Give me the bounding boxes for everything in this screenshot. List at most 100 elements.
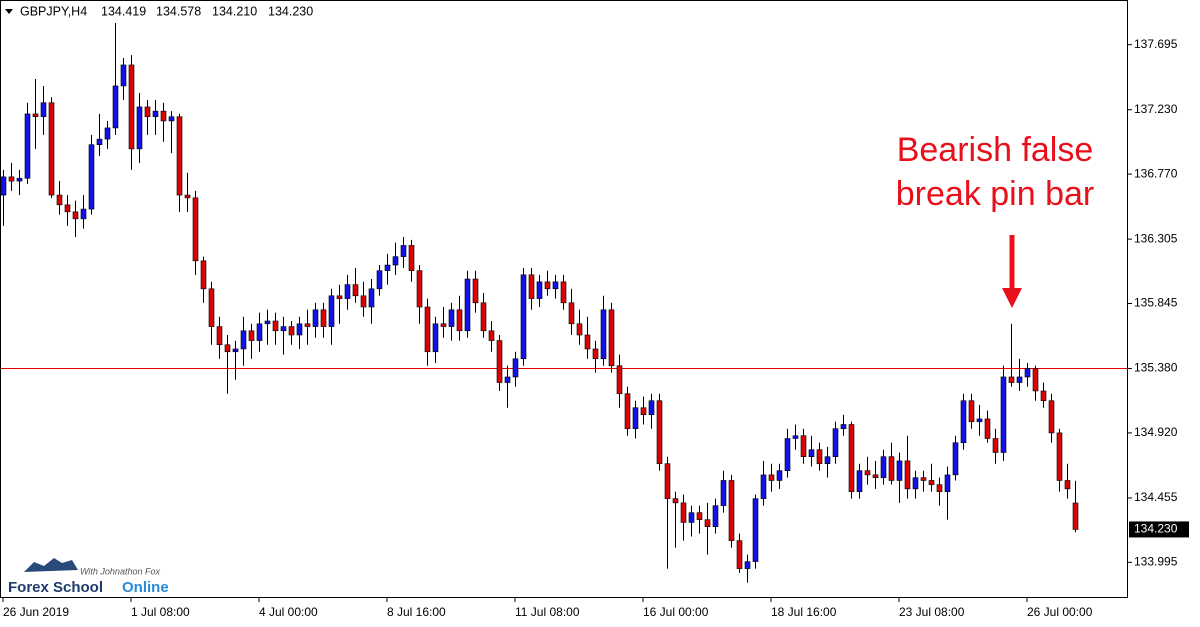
y-tick-label: 135.845 xyxy=(1134,296,1178,310)
candle-body xyxy=(8,176,15,182)
candle-body xyxy=(64,204,71,213)
candle-body xyxy=(552,281,559,290)
candle-body xyxy=(736,540,743,569)
candle-body xyxy=(192,197,199,262)
candle-body xyxy=(176,116,183,196)
candle-body xyxy=(688,512,695,523)
candle-body xyxy=(664,463,671,499)
candle-body xyxy=(992,438,999,453)
candle-body xyxy=(1016,376,1023,383)
candle-body xyxy=(608,309,615,367)
candle-body xyxy=(472,278,479,304)
candle-body xyxy=(800,435,807,457)
candle-body xyxy=(776,470,783,481)
x-tick-label: 1 Jul 08:00 xyxy=(131,605,190,619)
candle-body xyxy=(352,284,359,297)
x-tick-label: 18 Jul 16:00 xyxy=(771,605,837,619)
candle-body xyxy=(40,102,47,118)
candle-body xyxy=(904,460,911,490)
candle-body xyxy=(296,323,303,336)
candle-body xyxy=(512,358,519,378)
candle-body xyxy=(744,561,751,569)
candle-body xyxy=(680,502,687,523)
annotation-line: break pin bar xyxy=(896,175,1094,213)
candle-body xyxy=(1064,480,1071,490)
y-tick-label: 137.695 xyxy=(1134,37,1178,51)
candle-body xyxy=(656,400,663,464)
candle-body xyxy=(784,438,791,471)
x-tick-label: 26 Jun 2019 xyxy=(3,605,69,619)
candle-body xyxy=(888,456,895,481)
candle-body xyxy=(152,110,159,118)
candle-body xyxy=(488,330,495,341)
candle-body xyxy=(848,424,855,492)
symbol: GBPJPY,H4 xyxy=(20,4,87,18)
candle-body xyxy=(1032,368,1039,392)
candle-body xyxy=(72,211,79,220)
candle-body xyxy=(984,418,991,439)
candle-body xyxy=(272,320,279,332)
candle-body xyxy=(240,330,247,350)
logo: With Johnathon Fox Forex School Online xyxy=(8,558,169,596)
candle-body xyxy=(184,194,191,199)
candle-body xyxy=(536,281,543,299)
candle-body xyxy=(920,477,927,481)
candle-body xyxy=(632,407,639,430)
candle-body xyxy=(336,295,343,299)
y-tick-label: 135.380 xyxy=(1134,361,1178,375)
y-tick-label: 134.455 xyxy=(1134,490,1178,504)
candle-body xyxy=(616,365,623,395)
x-tick-label: 4 Jul 00:00 xyxy=(259,605,318,619)
candle-body xyxy=(384,264,391,271)
candle-body xyxy=(224,344,231,353)
candle-body xyxy=(280,326,287,332)
candle-body xyxy=(120,64,127,87)
y-tick-label: 134.920 xyxy=(1134,425,1178,439)
candle-body xyxy=(1048,400,1055,434)
candle-body xyxy=(1000,376,1007,453)
y-tick-label: 136.305 xyxy=(1134,231,1178,245)
candle-body xyxy=(440,323,447,327)
candle-body xyxy=(432,323,439,353)
candle-body xyxy=(600,309,607,360)
candle-body xyxy=(1056,432,1063,481)
candle-body xyxy=(808,449,815,457)
candle-body xyxy=(248,330,255,341)
candle-body xyxy=(752,498,759,562)
candle-body xyxy=(304,323,311,327)
menu-triangle[interactable] xyxy=(5,9,13,14)
candle-body xyxy=(720,480,727,506)
candle-body xyxy=(944,474,951,492)
close-value: 134.230 xyxy=(268,4,313,18)
candle-body xyxy=(392,256,399,266)
candle-body xyxy=(952,442,959,476)
candle-body xyxy=(928,480,935,485)
candle-body xyxy=(32,113,39,118)
annotation-arrow xyxy=(1002,235,1022,308)
candle-body xyxy=(80,208,87,220)
candle-body xyxy=(856,470,863,492)
high-value: 134.578 xyxy=(156,4,201,18)
candle-body xyxy=(48,102,55,196)
candle-body xyxy=(576,323,583,336)
candle-body xyxy=(584,334,591,350)
current-price-box xyxy=(1129,521,1189,538)
current-price-label: 134.230 xyxy=(1134,522,1178,536)
candle-body xyxy=(560,281,567,304)
candle-body xyxy=(592,348,599,360)
candle-body xyxy=(976,418,983,423)
candle-body xyxy=(56,194,63,206)
candle-body xyxy=(504,376,511,383)
y-tick-label: 133.995 xyxy=(1134,554,1178,568)
candle-body xyxy=(0,176,7,196)
candle-body xyxy=(640,407,647,416)
candle-body xyxy=(464,278,471,332)
candle-body xyxy=(896,460,903,481)
candle-body xyxy=(88,144,95,210)
candle-body xyxy=(768,474,775,481)
candle-body xyxy=(344,284,351,299)
open-value: 134.419 xyxy=(101,4,146,18)
candle-body xyxy=(672,498,679,504)
candle-body xyxy=(104,127,111,140)
candle-body xyxy=(376,270,383,290)
